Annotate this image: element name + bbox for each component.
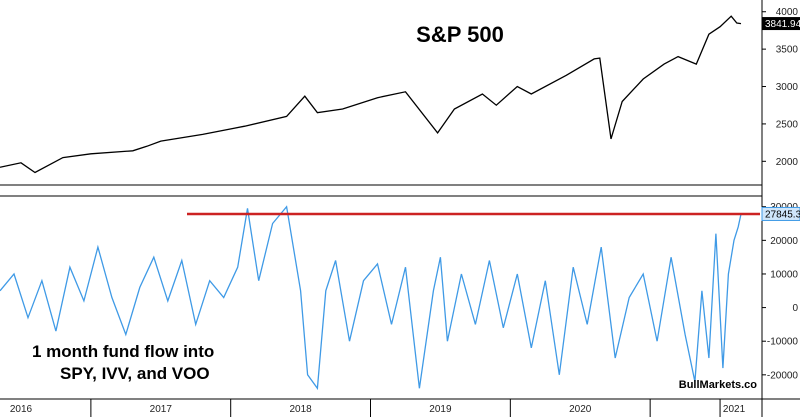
x-year-boundaries	[90, 399, 721, 417]
y-tick-label: -20000	[767, 370, 799, 381]
fund-flow-last-value-badge: 27845.36	[761, 206, 800, 221]
y-tick-label: 3500	[776, 45, 799, 56]
watermark-text: BullMarkets.co	[679, 379, 758, 391]
y-tick-label: 20000	[770, 236, 798, 247]
x-year-label: 2017	[150, 404, 173, 415]
top-y-ticks: 2000 2500 3000 3500 4000	[762, 7, 798, 168]
x-year-label: 2021	[723, 404, 746, 415]
y-tick-label: 0	[792, 303, 798, 314]
sp500-last-value: 3841.94	[765, 19, 800, 30]
y-tick-label: 2500	[776, 119, 799, 130]
fund-flow-annotation-line-1: 1 month fund flow into	[32, 342, 214, 361]
x-year-label: 2019	[429, 404, 452, 415]
y-tick-label: 2000	[776, 157, 799, 168]
x-year-label: 2018	[289, 404, 312, 415]
x-year-label: 2016	[10, 404, 33, 415]
x-axis: 2016 2017 2018 2019 2020 2021	[0, 398, 800, 417]
sp500-last-value-badge: 3841.94	[762, 17, 800, 31]
sp500-title: S&P 500	[416, 22, 504, 47]
y-tick-label: 10000	[770, 269, 798, 280]
bottom-y-ticks: -20000-100000100002000030000	[762, 202, 798, 381]
fund-flow-line	[0, 205, 742, 391]
bottom-panel-fund-flow: -20000-100000100002000030000 1 month fun…	[0, 195, 800, 391]
fund-flow-last-value: 27845.36	[765, 209, 800, 220]
y-tick-label: 3000	[776, 82, 799, 93]
y-tick-label: 4000	[776, 7, 799, 18]
fund-flow-annotation-line-2: SPY, IVV, and VOO	[60, 364, 210, 383]
y-tick-label: -10000	[767, 337, 799, 348]
x-year-labels: 2016 2017 2018 2019 2020 2021	[10, 404, 746, 415]
sp500-price-line	[0, 15, 742, 174]
x-year-label: 2020	[569, 404, 592, 415]
